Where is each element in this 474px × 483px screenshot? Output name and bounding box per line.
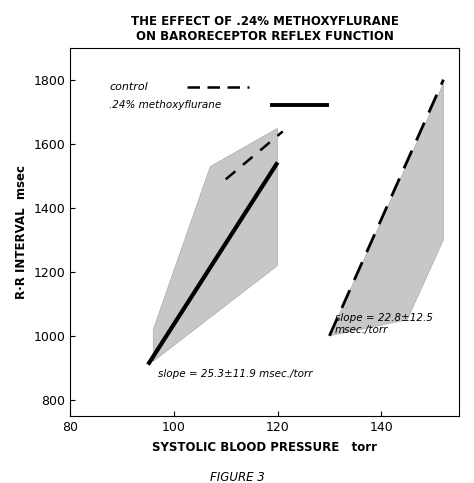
X-axis label: SYSTOLIC BLOOD PRESSURE   torr: SYSTOLIC BLOOD PRESSURE torr [152, 440, 377, 454]
Polygon shape [329, 84, 444, 336]
Title: THE EFFECT OF .24% METHOXYFLURANE
ON BARORECEPTOR REFLEX FUNCTION: THE EFFECT OF .24% METHOXYFLURANE ON BAR… [131, 15, 399, 43]
Text: slope = 22.8±12.5
msec./torr: slope = 22.8±12.5 msec./torr [335, 313, 432, 335]
Text: slope = 25.3±11.9 msec./torr: slope = 25.3±11.9 msec./torr [158, 369, 313, 379]
Text: FIGURE 3: FIGURE 3 [210, 470, 264, 483]
Text: control: control [109, 82, 148, 92]
Y-axis label: R·R INTERVAL  msec: R·R INTERVAL msec [15, 165, 28, 299]
Text: .24% methoxyflurane: .24% methoxyflurane [109, 100, 221, 110]
Polygon shape [153, 128, 278, 361]
